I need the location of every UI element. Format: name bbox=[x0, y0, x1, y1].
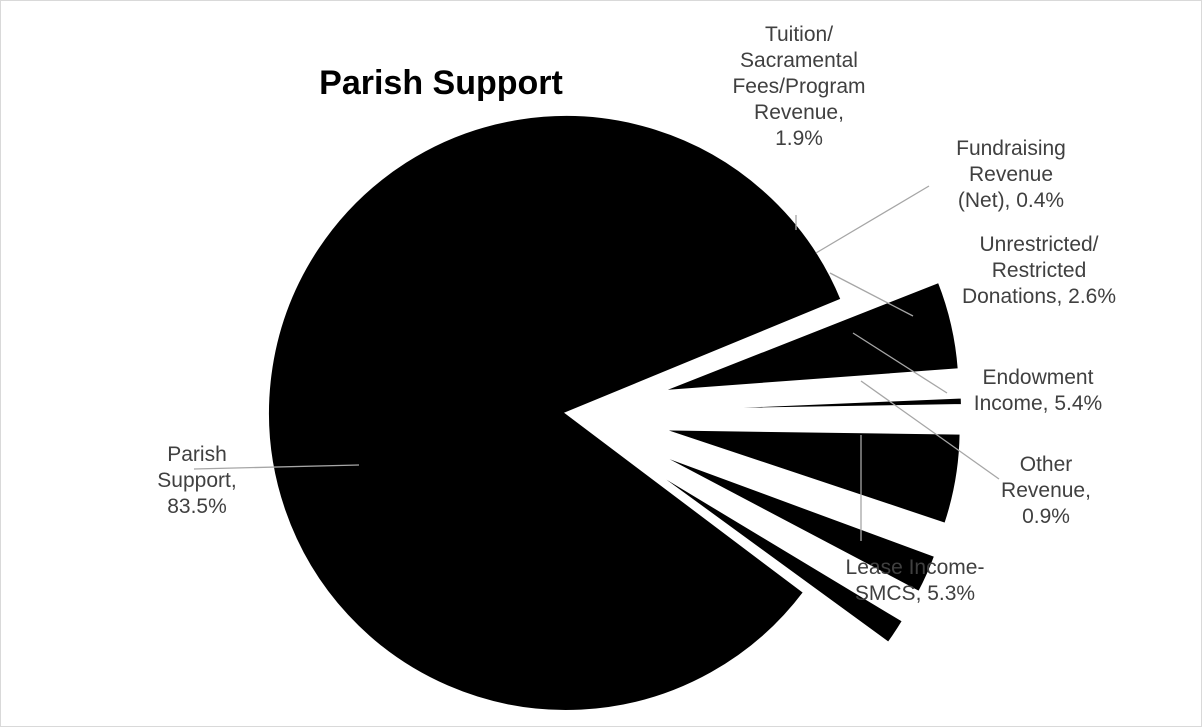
data-label-line: Endowment bbox=[983, 366, 1094, 389]
data-label: Unrestricted/Restricted Donations, 2.6% bbox=[962, 233, 1116, 308]
data-label-line: Sacramental bbox=[740, 49, 858, 72]
pie-slice-parish-support bbox=[267, 114, 843, 712]
leader-line bbox=[852, 332, 948, 394]
pie-slice-unrestricted-restricted-donations bbox=[655, 451, 937, 594]
leader-line bbox=[193, 464, 360, 470]
data-label-line: Support, bbox=[157, 469, 236, 492]
data-label-line: (Net), 0.4% bbox=[958, 189, 1064, 212]
data-label-line: Parish bbox=[167, 443, 227, 466]
data-label: Endowment Income, 5.4% bbox=[974, 366, 1102, 415]
data-label-line: Revenue bbox=[969, 163, 1053, 186]
data-label: Fundraising Revenue (Net), 0.4% bbox=[956, 137, 1066, 212]
pie-slice-fundraising-revenue-net bbox=[650, 460, 913, 610]
data-label-line: Donations, 2.6% bbox=[962, 285, 1116, 308]
data-label-line: Fees/Program bbox=[732, 75, 865, 98]
data-label-line: Tuition/ bbox=[765, 23, 833, 46]
pie-slice-other-revenue bbox=[663, 396, 963, 412]
data-label-line: Unrestricted/ bbox=[979, 233, 1098, 256]
data-label-line: Lease Income- bbox=[846, 556, 985, 579]
data-label-line: 0.9% bbox=[1022, 505, 1070, 528]
data-label: Other Revenue, 0.9% bbox=[1001, 453, 1091, 528]
chart-title: Parish Support bbox=[319, 64, 563, 102]
data-label-line: Fundraising bbox=[956, 137, 1066, 160]
data-label: Tuition/Sacramental Fees/Program Revenue, 1… bbox=[732, 23, 865, 150]
data-label-line: Other bbox=[1020, 453, 1073, 476]
leader-line bbox=[860, 380, 1000, 480]
data-label-line: Revenue, bbox=[1001, 479, 1091, 502]
data-label: Lease Income- SMCS, 5.3% bbox=[846, 556, 985, 605]
pie-slice-endowment-income bbox=[662, 428, 962, 526]
data-label-line: Restricted bbox=[992, 259, 1087, 282]
data-label-line: Income, 5.4% bbox=[974, 392, 1102, 415]
pie-slice-tuition-sacramental-fees-program-revenue bbox=[647, 466, 905, 645]
data-label: Parish Support, 83.5% bbox=[157, 443, 236, 518]
leader-line bbox=[829, 272, 914, 317]
leader-line bbox=[815, 185, 930, 254]
data-label-line: SMCS, 5.3% bbox=[855, 582, 975, 605]
data-label-line: Revenue, bbox=[754, 101, 844, 124]
data-label-line: 1.9% bbox=[775, 127, 823, 150]
pie-slice-lease-income-smcs bbox=[661, 280, 960, 393]
data-label-line: 83.5% bbox=[167, 495, 227, 518]
